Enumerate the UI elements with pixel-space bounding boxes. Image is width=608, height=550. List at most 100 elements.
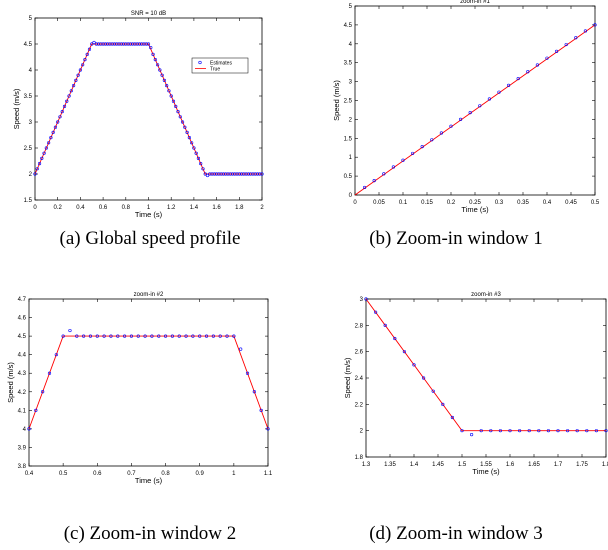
estimate-marker — [604, 429, 608, 433]
y-tick-label: 2.8 — [355, 323, 364, 329]
series-true — [354, 24, 596, 196]
y-tick-label: 4.5 — [344, 23, 353, 29]
estimate-marker — [259, 408, 263, 412]
estimate-marker — [235, 172, 239, 176]
estimate-marker — [112, 42, 117, 46]
estimate-marker — [244, 172, 248, 176]
estimate-marker — [33, 172, 37, 176]
estimate-marker — [217, 172, 221, 176]
estimate-marker — [76, 73, 80, 77]
x-tick-label: 1.4 — [410, 462, 419, 468]
estimate-marker — [210, 172, 214, 176]
estimate-marker — [169, 94, 173, 98]
estimate-marker — [190, 141, 194, 145]
estimate-marker — [157, 334, 161, 338]
estimate-marker — [449, 124, 453, 128]
estimate-marker — [564, 42, 568, 47]
true-line — [365, 298, 606, 432]
estimate-marker — [421, 376, 426, 380]
estimate-marker — [40, 156, 44, 160]
x-tick-label: 1.6 — [212, 205, 221, 211]
x-tick-label: 1.7 — [554, 462, 563, 468]
estimate-marker — [149, 46, 153, 50]
chart-panel-zoom-3: 1.3 1.35 1.4 1.45 1.5 1.55 1.6 1.65 1.7 1.75 1.8 1.… — [304, 285, 608, 550]
x-tick-label: 1.1 — [264, 471, 273, 477]
estimate-marker — [183, 125, 187, 129]
y-tick-label: 4.2 — [18, 390, 27, 396]
chart-panel-zoom-1: 0 0.05 0.1 0.15 0.2 0.25 0.3 0.35 0.4 0.45 0.5 0 0.5… — [304, 0, 608, 275]
estimate-marker — [95, 334, 99, 338]
estimate-marker — [185, 130, 189, 134]
chart-title: SNR = 10 dB — [131, 11, 166, 17]
estimate-marker — [478, 104, 482, 108]
x-tick-label: 0.8 — [161, 471, 170, 477]
y-tick-label: 3 — [349, 80, 353, 86]
estimate-marker — [94, 42, 98, 46]
estimate-marker — [205, 173, 210, 178]
estimate-marker — [82, 334, 86, 338]
estimate-marker — [410, 151, 415, 156]
x-axis-label: Time (s) — [461, 205, 489, 214]
estimate-marker — [124, 42, 128, 46]
caption-d: (d) Zoom-in window 3 — [369, 523, 543, 544]
estimate-marker — [163, 334, 168, 338]
y-tick-label: 0 — [349, 193, 353, 199]
y-tick-label: 2 — [29, 172, 33, 178]
x-axis-label: Time (s) — [472, 467, 500, 476]
series-estimates — [33, 40, 264, 178]
series-true — [365, 298, 606, 432]
estimate-marker — [585, 429, 589, 433]
estimate-marker — [382, 172, 386, 176]
x-tick-label: 0.7 — [127, 471, 136, 477]
chart-panel-zoom-2: 0.4 0.5 0.6 0.7 0.8 0.9 1 1.1 3.8 3.9 4 4.1 4.2 4.3 4.… — [0, 285, 300, 550]
estimate-marker — [34, 408, 38, 412]
estimate-marker — [439, 131, 443, 135]
estimate-marker — [192, 146, 196, 150]
y-tick-label: 1.5 — [24, 198, 33, 204]
estimate-marker — [133, 42, 137, 46]
estimate-marker — [201, 167, 205, 171]
estimate-marker — [211, 334, 215, 338]
estimate-marker — [61, 334, 65, 338]
y-tick-label: 2.6 — [355, 350, 364, 356]
x-tick-label: 0 — [353, 200, 357, 206]
estimate-marker — [126, 42, 130, 46]
estimate-marker — [420, 145, 424, 149]
estimate-marker — [242, 172, 246, 176]
x-tick-label: 0.25 — [469, 200, 481, 206]
plot-frame — [34, 17, 263, 201]
estimate-marker — [526, 70, 530, 74]
x-tick-label: 1.55 — [480, 462, 492, 468]
estimate-marker — [108, 42, 112, 46]
estimate-marker — [546, 429, 550, 433]
y-tick-label: 4.6 — [18, 316, 27, 322]
y-axis-label: Speed (m/s) — [332, 80, 341, 121]
estimate-marker — [170, 334, 174, 338]
estimate-marker — [151, 52, 155, 57]
estimate-marker — [53, 125, 58, 129]
plot-frame — [354, 5, 596, 196]
estimate-marker — [372, 179, 376, 183]
x-tick-label: 0.8 — [122, 205, 131, 211]
estimate-marker — [65, 99, 69, 103]
x-tick-label: 0.4 — [76, 205, 85, 211]
y-tick-label: 1 — [349, 155, 353, 161]
x-tick-label: 0.6 — [99, 205, 108, 211]
y-tick-label: 1.8 — [355, 455, 364, 461]
estimate-marker — [251, 172, 255, 176]
estimate-marker — [92, 40, 96, 45]
estimate-marker — [594, 429, 599, 433]
estimate-marker — [208, 172, 212, 176]
y-tick-label: 2.5 — [344, 99, 353, 105]
estimate-marker — [67, 94, 71, 98]
x-tick-label: 1.8 — [235, 205, 244, 211]
estimate-marker — [165, 83, 169, 88]
chart-zoom-in-window-1: 0 0.05 0.1 0.15 0.2 0.25 0.3 0.35 0.4 0.45 0.5 0 0.5… — [332, 0, 600, 214]
estimate-marker — [239, 347, 243, 351]
estimate-marker — [106, 42, 110, 46]
x-tick-label: 1.6 — [506, 462, 515, 468]
x-tick-label: 1 — [232, 471, 236, 477]
estimate-marker — [468, 110, 472, 115]
x-tick-label: 1 — [147, 205, 151, 211]
estimate-marker — [459, 117, 463, 121]
